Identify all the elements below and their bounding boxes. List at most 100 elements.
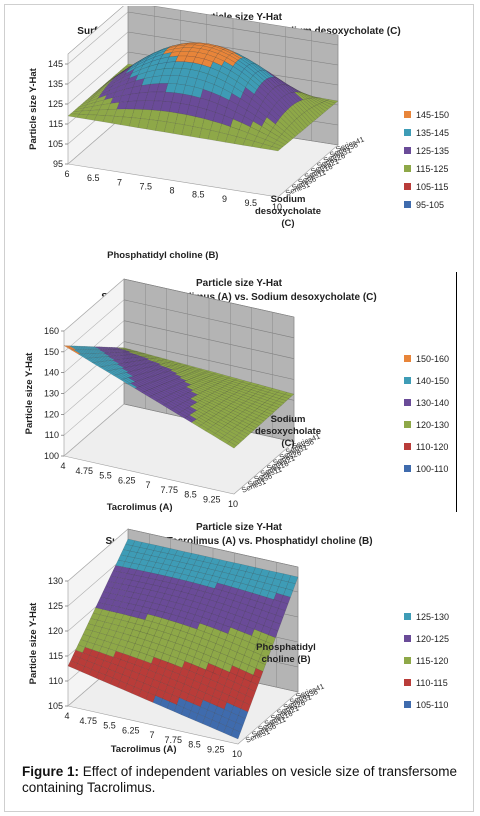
legend-label: 125-130 xyxy=(416,612,449,622)
legend-label: 110-120 xyxy=(416,442,448,452)
surface-patch xyxy=(279,134,291,143)
legend-label: 140-150 xyxy=(416,376,449,386)
surface-patch xyxy=(281,131,294,141)
y-tick-label: 120 xyxy=(48,626,63,636)
y-tick-label: 110 xyxy=(45,430,59,440)
caption-text: Effect of independent variables on vesic… xyxy=(22,764,457,795)
y-tick-label: 130 xyxy=(48,576,63,586)
surface-patch xyxy=(230,729,241,740)
depth-axis-title: Sodium xyxy=(271,414,306,425)
surface-patch xyxy=(235,715,246,726)
surface-patch xyxy=(278,601,289,611)
depth-axis-title: Phosphatidyl xyxy=(256,642,316,653)
x-tick-label: 7.75 xyxy=(160,485,178,495)
surface-patch xyxy=(274,140,286,147)
y-tick-label: 125 xyxy=(48,99,63,109)
x-tick-label: 7.75 xyxy=(164,735,182,745)
y-tick-label: 95 xyxy=(53,159,63,169)
surface-patch xyxy=(316,103,329,112)
surface-patch xyxy=(289,123,301,135)
gridline-side xyxy=(63,403,125,457)
chart-title: Particle size Y-Hat xyxy=(196,278,283,289)
gridline-side xyxy=(67,51,129,105)
legend-swatch xyxy=(404,165,411,172)
surface-patch xyxy=(309,107,321,118)
gridline-side xyxy=(67,31,129,85)
figure-frame xyxy=(4,4,474,812)
legend-swatch xyxy=(404,201,411,208)
chart-panel-3: Particle size Y-Hat Surface Plot Tacrolim… xyxy=(6,516,472,762)
surface-patch xyxy=(256,415,267,422)
chart-subtitle: Surface Plot Tacrolimus (A) vs. Phosphat… xyxy=(105,536,372,547)
x-tick-label: 4.75 xyxy=(75,466,93,476)
legend-label: 115-120 xyxy=(416,656,448,666)
legend-swatch xyxy=(404,111,411,118)
legend-swatch xyxy=(404,399,411,406)
x-tick-label: 10 xyxy=(228,499,238,509)
x-tick-label: 8.5 xyxy=(184,490,197,500)
gridline-side xyxy=(63,320,125,373)
surface-patch xyxy=(226,441,237,449)
surface-patch xyxy=(283,588,294,598)
y-tick-label: 130 xyxy=(44,389,59,399)
legend-swatch xyxy=(404,421,411,428)
x-tick-label: 9 xyxy=(222,194,227,204)
gridline-side xyxy=(67,528,129,582)
surface-patch xyxy=(304,110,316,122)
surface-patch xyxy=(286,125,299,137)
surface-chart-3: Particle size Y-Hat Surface Plot Tacrolim… xyxy=(28,522,449,759)
surface-patch xyxy=(306,108,319,120)
x-axis-title: Phosphatidyl choline (B) xyxy=(107,250,218,261)
y-tick-label: 145 xyxy=(48,59,63,69)
legend-label: 130-140 xyxy=(416,398,449,408)
legend-label: 105-110 xyxy=(416,700,448,710)
surface-patch xyxy=(273,614,284,625)
legend-swatch xyxy=(404,465,411,472)
legend-swatch xyxy=(404,377,411,384)
surface-patch xyxy=(279,396,290,401)
x-tick-label: 4.75 xyxy=(79,716,97,726)
legend-swatch xyxy=(404,635,411,642)
legend-swatch xyxy=(404,355,411,362)
legend-label: 100-110 xyxy=(416,464,448,474)
x-tick-label: 10 xyxy=(232,749,242,759)
gridline-side xyxy=(63,278,125,332)
chart-title: Particle size Y-Hat xyxy=(196,12,283,23)
legend-label: 95-105 xyxy=(416,200,444,210)
y-tick-label: 100 xyxy=(44,451,59,461)
depth-axis-title: choline (B) xyxy=(261,654,310,665)
surface-patch xyxy=(236,432,247,440)
legend-label: 115-125 xyxy=(416,164,448,174)
x-tick-label: 6.5 xyxy=(87,173,100,183)
legend-label: 125-135 xyxy=(416,146,449,156)
surface-patch xyxy=(284,128,296,139)
surface-patch xyxy=(299,114,311,127)
legend-swatch xyxy=(404,183,411,190)
surface-patch xyxy=(261,411,272,417)
legend-label: 105-115 xyxy=(416,182,448,192)
surface-patch xyxy=(294,118,306,131)
legend-swatch xyxy=(404,701,411,708)
x-axis-title: Tacrolimus (A) xyxy=(111,744,177,755)
y-tick-label: 105 xyxy=(48,139,63,149)
depth-axis-title: (C) xyxy=(281,218,294,229)
x-tick-label: 9.25 xyxy=(203,494,221,504)
surface-patch xyxy=(314,104,326,114)
x-tick-label: 8.5 xyxy=(192,190,205,200)
x-axis-title: Tacrolimus (A) xyxy=(107,502,173,513)
x-tick-label: 7 xyxy=(145,480,150,490)
y-tick-label: 135 xyxy=(48,79,63,89)
y-tick-label: 125 xyxy=(48,601,63,611)
divider-line xyxy=(456,272,457,512)
legend-label: 135-145 xyxy=(416,128,449,138)
gridline-side xyxy=(63,299,125,353)
legend-label: 145-150 xyxy=(416,110,449,120)
surface-patch xyxy=(301,112,314,125)
y-axis-title: Particle size Y-Hat xyxy=(24,352,35,435)
legend-swatch xyxy=(404,613,411,620)
y-tick-label: 150 xyxy=(44,347,59,357)
surface-patch xyxy=(248,681,259,692)
surface-patch xyxy=(275,608,286,618)
legend-swatch xyxy=(404,129,411,136)
y-tick-label: 115 xyxy=(49,651,63,661)
